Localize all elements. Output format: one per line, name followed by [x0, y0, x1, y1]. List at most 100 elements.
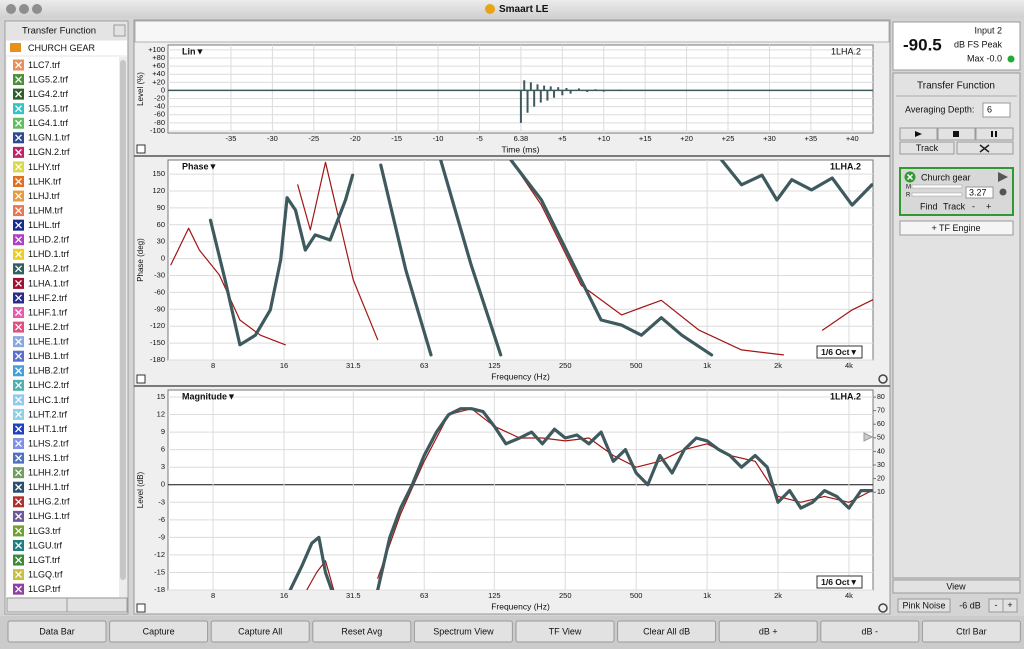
file-item[interactable]: 1LGP.trf: [28, 584, 61, 594]
close-button[interactable]: [6, 4, 16, 14]
close-plot[interactable]: [136, 144, 146, 154]
folder-row[interactable]: [6, 41, 127, 55]
track-button[interactable]: [899, 141, 955, 155]
plot-title[interactable]: Lin▼: [182, 46, 204, 56]
file-item[interactable]: 1LG5.1.trf: [28, 104, 69, 114]
smoothing-box[interactable]: [816, 345, 863, 359]
file-icon-x: [15, 148, 22, 156]
file-item[interactable]: 1LC7.trf: [28, 60, 61, 70]
y-tick-label: +60: [152, 61, 165, 70]
file-item[interactable]: 1LHT.1.trf: [28, 424, 68, 434]
y2-tick-label: 60: [877, 421, 885, 428]
y-tick-label: 0: [161, 480, 165, 489]
file-item[interactable]: 1LGN.2.trf: [28, 147, 70, 157]
file-item[interactable]: 1LHY.trf: [28, 162, 60, 172]
sidebar-delete-button[interactable]: [66, 597, 128, 613]
footer-button[interactable]: [312, 620, 412, 643]
settings-icon[interactable]: [878, 374, 888, 384]
file-item[interactable]: 1LHL.trf: [28, 220, 61, 230]
delay-minus[interactable]: -: [972, 201, 975, 211]
sidebar-info-button[interactable]: [6, 597, 68, 613]
file-item[interactable]: 1LHA.1.trf: [28, 278, 69, 288]
file-item[interactable]: 1LHD.2.trf: [28, 235, 70, 245]
file-item[interactable]: 1LHG.1.trf: [28, 511, 70, 521]
zoom-button[interactable]: [32, 4, 42, 14]
file-item[interactable]: 1LGN.1.trf: [28, 133, 70, 143]
y2-tick-label: 40: [877, 448, 885, 455]
file-item[interactable]: 1LHT.2.trf: [28, 409, 68, 419]
file-item[interactable]: 1LHG.2.trf: [28, 497, 70, 507]
file-item[interactable]: 1LHF.1.trf: [28, 307, 68, 317]
footer-button[interactable]: [617, 620, 717, 643]
footer-button[interactable]: [718, 620, 818, 643]
averaging-dropdown[interactable]: [982, 102, 1011, 118]
file-item[interactable]: 1LG4.2.trf: [28, 89, 69, 99]
tools-icon: [979, 144, 990, 153]
x-tick-label: -30: [267, 134, 278, 143]
sidebar-menu[interactable]: [113, 24, 126, 37]
footer-button[interactable]: [921, 620, 1021, 643]
footer-button[interactable]: [7, 620, 107, 643]
y-tick-label: -80: [154, 118, 165, 127]
scroll-thumb[interactable]: [120, 60, 126, 580]
file-item[interactable]: 1LGT.trf: [28, 555, 61, 565]
file-item[interactable]: 1LHS.2.trf: [28, 438, 69, 448]
file-item[interactable]: 1LHS.1.trf: [28, 453, 69, 463]
file-icon-x: [15, 527, 22, 535]
file-item[interactable]: 1LGU.trf: [28, 540, 63, 550]
y-tick-label: -40: [154, 102, 165, 111]
plot-title[interactable]: Phase▼: [182, 161, 217, 171]
footer-button[interactable]: [210, 620, 310, 643]
delay-value: 3.27: [969, 187, 987, 197]
footer-button-label: dB -: [862, 626, 879, 636]
file-item[interactable]: 1LHH.1.trf: [28, 482, 70, 492]
noise-level: -6 dB: [959, 600, 981, 610]
x-tick-label: 1k: [703, 591, 711, 600]
settings-icon[interactable]: [878, 603, 888, 613]
footer-button[interactable]: [515, 620, 615, 643]
footer-button[interactable]: [413, 620, 513, 643]
pink-noise-button[interactable]: [897, 598, 951, 613]
track-button-small[interactable]: Track: [943, 201, 966, 211]
close-plot[interactable]: [136, 603, 146, 613]
file-item[interactable]: 1LHC.1.trf: [28, 395, 70, 405]
delay-plus[interactable]: +: [986, 201, 991, 211]
meter-scale[interactable]: dB FS Peak: [954, 39, 1003, 49]
add-engine-button[interactable]: [899, 220, 1014, 236]
find-button[interactable]: Find: [920, 201, 938, 211]
view-button[interactable]: [892, 579, 1021, 594]
file-item[interactable]: 1LHA.2.trf: [28, 264, 69, 274]
pause-button[interactable]: [975, 127, 1014, 141]
file-item[interactable]: 1LG5.2.trf: [28, 74, 69, 84]
y-tick-label: +100: [148, 45, 165, 54]
footer-button-label: Clear All dB: [643, 626, 690, 636]
footer-button[interactable]: [109, 620, 209, 643]
file-item[interactable]: 1LG4.1.trf: [28, 118, 69, 128]
plot-title[interactable]: Magnitude▼: [182, 391, 236, 401]
close-plot[interactable]: [136, 374, 146, 384]
file-item[interactable]: 1LHK.trf: [28, 176, 62, 186]
title-bar: [0, 0, 1024, 18]
meter-input[interactable]: Input 2: [974, 25, 1002, 35]
footer-button[interactable]: [820, 620, 920, 643]
smoothing-box[interactable]: [816, 575, 863, 589]
noise-plus-button[interactable]: [1002, 598, 1018, 613]
file-item[interactable]: 1LHE.1.trf: [28, 337, 69, 347]
file-item[interactable]: 1LHD.1.trf: [28, 249, 70, 259]
minimize-button[interactable]: [19, 4, 29, 14]
file-item[interactable]: 1LHF.2.trf: [28, 293, 68, 303]
file-item[interactable]: 1LHM.trf: [28, 205, 63, 215]
file-item[interactable]: 1LGQ.trf: [28, 569, 63, 579]
record-dot[interactable]: [999, 188, 1007, 196]
y2-tick-label: 70: [877, 407, 885, 414]
file-item[interactable]: 1LHB.2.trf: [28, 366, 69, 376]
file-item[interactable]: 1LHH.2.trf: [28, 468, 70, 478]
file-item[interactable]: 1LG3.trf: [28, 526, 61, 536]
file-item[interactable]: 1LHE.2.trf: [28, 322, 69, 332]
footer-button-label: Reset Avg: [341, 626, 382, 636]
file-item[interactable]: 1LHC.2.trf: [28, 380, 70, 390]
engine-arrow[interactable]: [998, 172, 1008, 182]
file-item[interactable]: 1LHB.1.trf: [28, 351, 69, 361]
delay-field[interactable]: [965, 186, 994, 199]
file-item[interactable]: 1LHJ.trf: [28, 191, 60, 201]
